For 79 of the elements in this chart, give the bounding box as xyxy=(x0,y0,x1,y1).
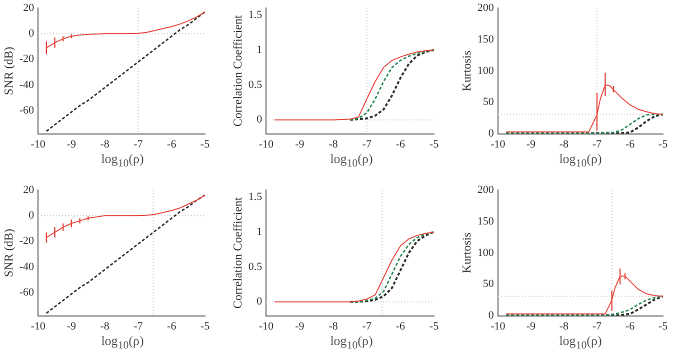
y-tick-label: 100 xyxy=(477,64,494,77)
x-tick-label: -8 xyxy=(559,138,570,150)
y-tick-label: 0.5 xyxy=(248,78,263,91)
x-tick-label: -6 xyxy=(167,320,177,332)
y-tick-label: 0 xyxy=(488,310,494,322)
x-tick-label: -9 xyxy=(66,138,77,150)
x-tick-label: -5 xyxy=(200,138,210,150)
y-axis-title: Correlation Coefficient xyxy=(230,196,244,309)
line-series xyxy=(349,230,434,303)
y-tick-label: 0 xyxy=(256,296,263,308)
x-axis-title: log$_{10}$(ρ) xyxy=(558,333,603,354)
y-tick-label: 50 xyxy=(482,278,494,290)
x-tick-label: -9 xyxy=(526,320,536,332)
y-tick-label: 200 xyxy=(477,2,494,14)
x-tick-label: -6 xyxy=(396,320,406,332)
y-tick-label: 0 xyxy=(28,28,35,40)
x-tick-label: -7 xyxy=(592,138,602,150)
x-tick-label: -5 xyxy=(658,320,668,332)
y-tick-label: -40 xyxy=(19,78,35,91)
x-tick-label: -7 xyxy=(362,320,372,332)
x-tick-label: -7 xyxy=(592,320,602,332)
x-tick-label: -8 xyxy=(328,138,338,150)
y-tick-label: 0.5 xyxy=(248,260,263,273)
x-tick-label: -10 xyxy=(490,320,506,332)
y-tick-label: 150 xyxy=(477,215,494,228)
x-tick-label: -7 xyxy=(134,138,144,150)
x-tick-label: -6 xyxy=(396,138,406,150)
y-tick-label: 0 xyxy=(488,128,494,140)
y-tick-label: 1 xyxy=(256,226,262,238)
x-tick-label: -10 xyxy=(490,138,506,150)
y-tick-label: -60 xyxy=(19,286,35,299)
x-tick-label: -6 xyxy=(167,138,177,150)
y-tick-label: -60 xyxy=(19,104,35,117)
x-tick-label: -8 xyxy=(100,138,110,150)
y-tick-label: -20 xyxy=(19,235,35,248)
y-tick-label: 100 xyxy=(477,246,494,259)
y-axis-title: Correlation Coefficient xyxy=(230,14,244,127)
y-tick-label: 20 xyxy=(23,2,35,14)
y-tick-label: -40 xyxy=(19,260,35,273)
x-axis-title: log$_{10}$(ρ) xyxy=(558,151,603,172)
x-tick-label: -10 xyxy=(30,320,46,332)
x-tick-label: -10 xyxy=(258,138,274,150)
y-tick-label: 1.5 xyxy=(248,190,263,203)
y-axis-title: Kurtosis xyxy=(459,50,474,92)
x-tick-label: -6 xyxy=(625,320,636,332)
y-tick-label: 20 xyxy=(23,184,35,196)
x-tick-label: -10 xyxy=(258,320,274,332)
x-tick-label: -9 xyxy=(66,320,77,332)
y-tick-label: 150 xyxy=(477,33,494,46)
y-tick-label: 1.5 xyxy=(248,8,263,21)
x-tick-label: -8 xyxy=(559,320,570,332)
y-tick-label: 0 xyxy=(28,210,35,222)
x-tick-label: -9 xyxy=(295,138,305,150)
x-axis-title: log$_{10}$(ρ) xyxy=(329,333,374,354)
x-tick-label: -6 xyxy=(625,138,636,150)
x-tick-label: -9 xyxy=(526,138,536,150)
x-tick-label: -5 xyxy=(658,138,668,150)
y-tick-label: 200 xyxy=(477,184,494,196)
y-axis-title: SNR (dB) xyxy=(1,46,16,96)
x-tick-label: -8 xyxy=(100,320,110,332)
x-axis-title: log$_{10}$(ρ) xyxy=(100,333,145,354)
x-tick-label: -5 xyxy=(429,138,440,150)
x-tick-label: -5 xyxy=(429,320,440,332)
line-series xyxy=(46,11,205,132)
line-series xyxy=(46,194,205,314)
x-axis-title: log$_{10}$(ρ) xyxy=(329,151,374,172)
y-axis-title: SNR (dB) xyxy=(1,228,16,278)
x-tick-label: -5 xyxy=(200,320,210,332)
y-tick-label: 1 xyxy=(256,44,262,56)
y-axis-title: Kurtosis xyxy=(459,232,474,274)
x-tick-label: -10 xyxy=(30,138,46,150)
x-tick-label: -8 xyxy=(328,320,338,332)
x-axis-title: log$_{10}$(ρ) xyxy=(100,151,145,172)
x-tick-label: -9 xyxy=(295,320,305,332)
y-tick-label: 0 xyxy=(256,114,263,126)
y-tick-label: -20 xyxy=(19,53,35,66)
y-tick-label: 50 xyxy=(482,96,494,108)
x-tick-label: -7 xyxy=(134,320,144,332)
x-tick-label: -7 xyxy=(362,138,372,150)
